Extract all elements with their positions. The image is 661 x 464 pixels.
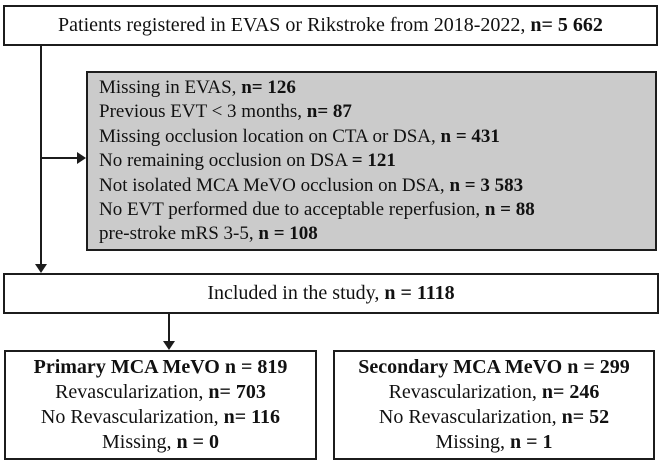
primary-mevo-line: No Revascularization, n= 116 xyxy=(40,406,281,428)
arrow-exclusion-branch-head xyxy=(77,152,86,164)
secondary-mevo-line: Revascularization, n= 246 xyxy=(388,381,600,403)
included-count: n = 1118 xyxy=(384,282,455,304)
primary-mevo-line: Revascularization, n= 703 xyxy=(55,381,266,403)
registered-patients-text: Patients registered in EVAS or Rikstroke… xyxy=(58,14,603,37)
secondary-mevo-line: Secondary MCA MeVO n = 299 xyxy=(358,356,630,378)
exclusion-line: Not isolated MCA MeVO occlusion on DSA, … xyxy=(99,174,524,196)
arrow-included-to-primary-stem xyxy=(168,314,170,341)
arrow-included-to-primary-head xyxy=(163,341,175,350)
arrow-top-to-included-head xyxy=(35,264,47,273)
exclusion-line: Missing in EVAS, n= 126 xyxy=(99,77,296,98)
exclusion-line: No EVT performed due to acceptable reper… xyxy=(99,199,535,221)
registered-patients-label: Patients registered in EVAS or Rikstroke… xyxy=(58,14,531,36)
exclusion-line: Missing occlusion location on CTA or DSA… xyxy=(99,125,500,147)
arrow-exclusion-branch-stem xyxy=(41,157,77,159)
exclusion-criteria-box: Missing in EVAS, n= 126 Previous EVT < 3… xyxy=(86,71,657,251)
exclusion-line: Previous EVT < 3 months, n= 87 xyxy=(99,101,352,123)
secondary-mevo-box: Secondary MCA MeVO n = 299 Revasculariza… xyxy=(333,350,655,460)
included-in-study-box: Included in the study, n = 1118 xyxy=(3,273,659,314)
registered-patients-box: Patients registered in EVAS or Rikstroke… xyxy=(3,5,658,46)
registered-patients-count: n= 5 662 xyxy=(530,14,603,36)
primary-mevo-box: Primary MCA MeVO n = 819 Revascularizati… xyxy=(4,350,317,460)
secondary-mevo-line: Missing, n = 1 xyxy=(435,431,553,453)
included-label: Included in the study, xyxy=(207,282,385,304)
secondary-mevo-line: No Revascularization, n= 52 xyxy=(378,406,610,428)
primary-mevo-line: Primary MCA MeVO n = 819 xyxy=(33,356,288,378)
arrow-top-to-included-stem xyxy=(40,46,42,264)
primary-mevo-line: Missing, n = 0 xyxy=(102,431,219,453)
exclusion-line: pre-stroke mRS 3-5, n = 108 xyxy=(99,223,318,245)
exclusion-line: No remaining occlusion on DSA = 121 xyxy=(99,150,396,172)
included-in-study-text: Included in the study, n = 1118 xyxy=(207,282,454,305)
